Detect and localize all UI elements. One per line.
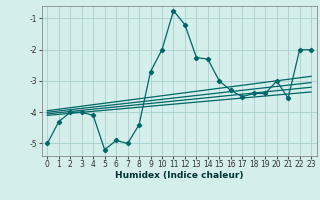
- X-axis label: Humidex (Indice chaleur): Humidex (Indice chaleur): [115, 171, 244, 180]
